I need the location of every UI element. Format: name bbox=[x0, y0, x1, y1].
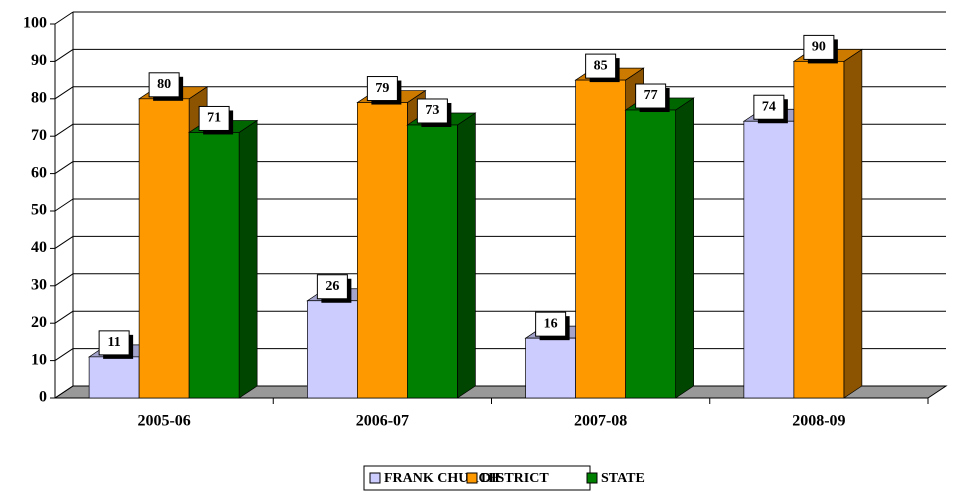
wall-edge bbox=[54, 11, 74, 25]
label-box bbox=[635, 83, 667, 109]
data-label: 71 bbox=[207, 111, 221, 126]
y-tick-label: 30 bbox=[31, 276, 47, 293]
bar bbox=[407, 124, 458, 399]
label-box bbox=[98, 330, 130, 356]
data-label: 11 bbox=[108, 335, 121, 350]
y-tick-label: 60 bbox=[31, 164, 47, 181]
wall-edge bbox=[54, 385, 74, 399]
bar bbox=[525, 337, 576, 399]
data-label: 74 bbox=[762, 99, 776, 114]
label-box bbox=[535, 311, 567, 337]
data-label: 26 bbox=[325, 279, 339, 294]
y-tick-label: 50 bbox=[31, 202, 47, 219]
bar-side bbox=[238, 119, 258, 399]
bar bbox=[575, 79, 626, 399]
wall-edge bbox=[54, 348, 74, 362]
wall-edge bbox=[54, 48, 74, 62]
x-tick-label: 2008-09 bbox=[792, 413, 845, 430]
legend-swatch bbox=[586, 472, 598, 484]
bar-side bbox=[675, 97, 694, 399]
label-box bbox=[198, 105, 230, 131]
bar bbox=[307, 300, 358, 399]
y-tick-label: 90 bbox=[31, 52, 47, 69]
y-tick-label: 80 bbox=[31, 89, 47, 106]
bar bbox=[625, 109, 676, 399]
data-label: 79 bbox=[375, 81, 389, 96]
x-tick-label: 2006-07 bbox=[356, 413, 409, 430]
data-label: 16 bbox=[544, 316, 558, 331]
data-label: 90 bbox=[812, 40, 826, 55]
legend-swatch bbox=[369, 472, 381, 484]
data-label: 77 bbox=[644, 88, 658, 103]
bar-side bbox=[457, 112, 476, 399]
label-box bbox=[753, 94, 785, 120]
wall-edge bbox=[54, 123, 74, 137]
bar bbox=[138, 98, 190, 399]
bar bbox=[793, 61, 845, 399]
legend-label: STATE bbox=[601, 471, 645, 486]
label-box bbox=[148, 72, 180, 98]
data-label: 85 bbox=[594, 58, 608, 73]
wall-edge bbox=[54, 161, 74, 175]
data-label: 73 bbox=[425, 103, 439, 118]
label-box bbox=[585, 53, 617, 79]
bar bbox=[188, 132, 240, 399]
label-box bbox=[366, 76, 398, 102]
bar bbox=[357, 102, 408, 399]
y-tick-label: 10 bbox=[31, 351, 47, 368]
wall-edge bbox=[54, 235, 74, 249]
data-label: 80 bbox=[157, 77, 171, 92]
x-tick-label: 2007-08 bbox=[574, 413, 627, 430]
wall-edge bbox=[54, 198, 74, 212]
y-tick-label: 100 bbox=[23, 15, 47, 32]
legend-label: DISTRICT bbox=[481, 471, 549, 486]
y-tick-label: 0 bbox=[39, 389, 47, 406]
y-tick-label: 70 bbox=[31, 127, 47, 144]
x-tick-label: 2005-06 bbox=[137, 413, 190, 430]
label-box bbox=[803, 34, 835, 60]
bar-side bbox=[843, 48, 863, 399]
wall-edge bbox=[54, 86, 74, 100]
wall-edge bbox=[54, 310, 74, 324]
bar bbox=[743, 120, 795, 399]
label-box bbox=[316, 274, 348, 300]
y-tick-label: 20 bbox=[31, 314, 47, 331]
y-tick-label: 40 bbox=[31, 239, 47, 256]
legend-swatch bbox=[466, 472, 478, 484]
bar bbox=[88, 356, 140, 399]
label-box bbox=[416, 98, 448, 124]
wall-edge bbox=[54, 273, 74, 287]
